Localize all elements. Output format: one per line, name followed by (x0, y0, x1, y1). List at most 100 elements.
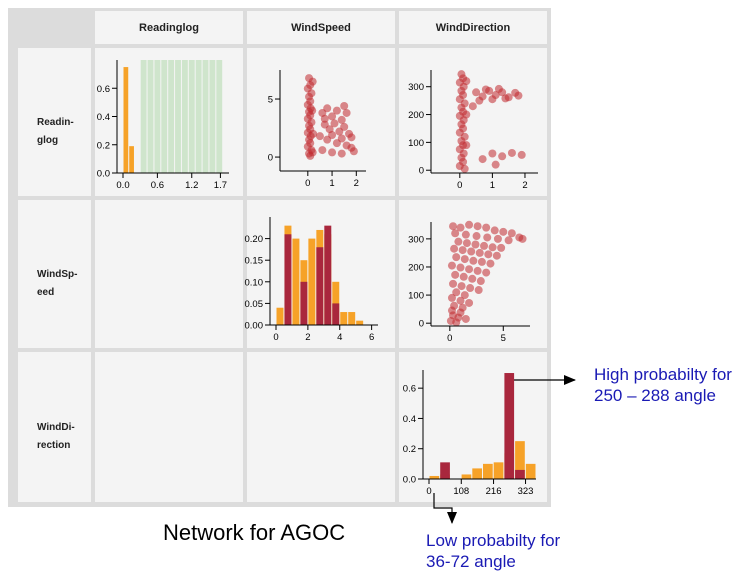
scatter-point (486, 259, 495, 268)
x-tick-label: 0.6 (151, 180, 164, 191)
y-tick: 0.4 (403, 414, 423, 425)
scatter-point (492, 251, 501, 260)
y-tick-label: 0.4 (97, 112, 110, 123)
scatter-point (472, 88, 481, 97)
scatter-point (447, 261, 456, 270)
y-tick: 0.2 (97, 140, 117, 151)
scatter-point (456, 223, 465, 232)
highlight-band (175, 60, 181, 173)
y-tick: 0.00 (245, 321, 270, 332)
y-tick-label: 0.00 (245, 321, 264, 332)
y-tick-label: 100 (408, 291, 424, 302)
chart-readinglog-readinglog: 0.0 0.6 1.2 1.7 0.0 0.2 0.4 0.6 (97, 60, 229, 191)
scatter-point (474, 286, 483, 295)
y-tick-label: 0 (419, 166, 424, 177)
y-tick-label: 0.6 (97, 84, 110, 95)
y-tick: 0.05 (245, 299, 270, 310)
scatter-point (473, 266, 482, 275)
highlight-band (216, 60, 223, 173)
scatter-point (337, 134, 346, 143)
scatter-point (504, 236, 513, 245)
y-tick: 200 (408, 262, 431, 273)
histogram-bar-dark-red (504, 373, 515, 479)
scatter-point (340, 122, 349, 131)
x-tick-label: 0 (273, 332, 278, 343)
x-tick: 2 (522, 173, 528, 191)
y-tick: 0.0 (97, 169, 117, 180)
scatter-point (507, 148, 516, 157)
x-tick-label: 1 (490, 180, 495, 191)
row-header-windspeed: WindSp- eed (18, 200, 91, 348)
annotation-line: 36-72 angle (426, 552, 516, 571)
x-tick-label: 0 (457, 180, 462, 191)
highlight-band (195, 60, 202, 173)
y-tick-label: 0.6 (403, 384, 416, 395)
scatter-point (460, 164, 469, 173)
histogram-bar-orange (356, 320, 364, 325)
scatter-point (318, 146, 327, 155)
y-tick-label: 0.2 (403, 444, 416, 455)
y-tick-label: 0.4 (403, 414, 416, 425)
scatter-point (493, 234, 502, 243)
x-tick: 0.0 (116, 173, 130, 191)
x-tick: 0 (447, 326, 452, 344)
highlight-band (209, 60, 216, 173)
column-header-readinglog: Readinglog (95, 11, 243, 44)
histogram-bar-orange (493, 462, 504, 479)
row-header-label: WindSp- (37, 269, 78, 280)
x-tick-label: 0.0 (116, 180, 129, 191)
histogram-bar-orange (483, 463, 493, 479)
scatter-point (480, 241, 489, 250)
scatter-point (347, 133, 356, 142)
scatter-point (482, 223, 491, 232)
row-header-label: WindDi- (37, 422, 75, 433)
x-tick: 2 (354, 171, 359, 189)
y-tick-label: 100 (408, 138, 424, 149)
scatter-point (476, 277, 485, 286)
scatter-point (501, 94, 510, 103)
scatter-point (349, 147, 358, 156)
x-tick-label: 1 (329, 178, 334, 189)
scatter-point (340, 101, 349, 110)
scatter-point (488, 95, 497, 104)
scatter-point (449, 279, 458, 288)
scatter-point (518, 234, 527, 243)
x-tick: 108 (453, 479, 469, 497)
scatter-point (328, 112, 337, 121)
histogram-bar-orange (429, 475, 440, 479)
scatter-point (308, 148, 317, 157)
y-tick-label: 200 (408, 262, 424, 273)
scatter-point (330, 119, 339, 128)
scatter-point (456, 296, 465, 305)
row-header-label: eed (37, 287, 55, 298)
y-tick: 0 (419, 319, 431, 330)
y-tick-label: 300 (408, 82, 424, 93)
histogram-bar-orange (525, 463, 536, 479)
x-tick: 323 (518, 479, 534, 497)
scatter-point (459, 272, 468, 281)
x-tick-label: 216 (486, 486, 502, 497)
scatter-point (484, 250, 493, 259)
scatter-point (462, 239, 471, 248)
scatter-point (308, 77, 317, 86)
x-tick-label: 5 (501, 333, 506, 344)
histogram-bar-orange (515, 441, 525, 479)
x-tick: 1 (329, 171, 335, 189)
y-tick-label: 0.2 (97, 140, 110, 151)
scatter-point (465, 298, 474, 307)
y-tick: 0.6 (97, 84, 117, 95)
histogram-bar-orange (461, 474, 472, 479)
scatter-point (462, 141, 471, 150)
panel-empty (247, 352, 395, 502)
x-tick-label: 323 (518, 486, 534, 497)
x-tick-label: 0 (426, 486, 431, 497)
scatter-point (494, 84, 503, 93)
row-header-label: Readin- (37, 117, 74, 128)
scatter-point (461, 314, 470, 323)
chart-windspeed-windspeed: 0 2 4 6 0.00 0.05 0.10 0.15 0.20 (245, 217, 378, 343)
scatter-point (469, 256, 478, 265)
scatter-point (475, 248, 484, 257)
